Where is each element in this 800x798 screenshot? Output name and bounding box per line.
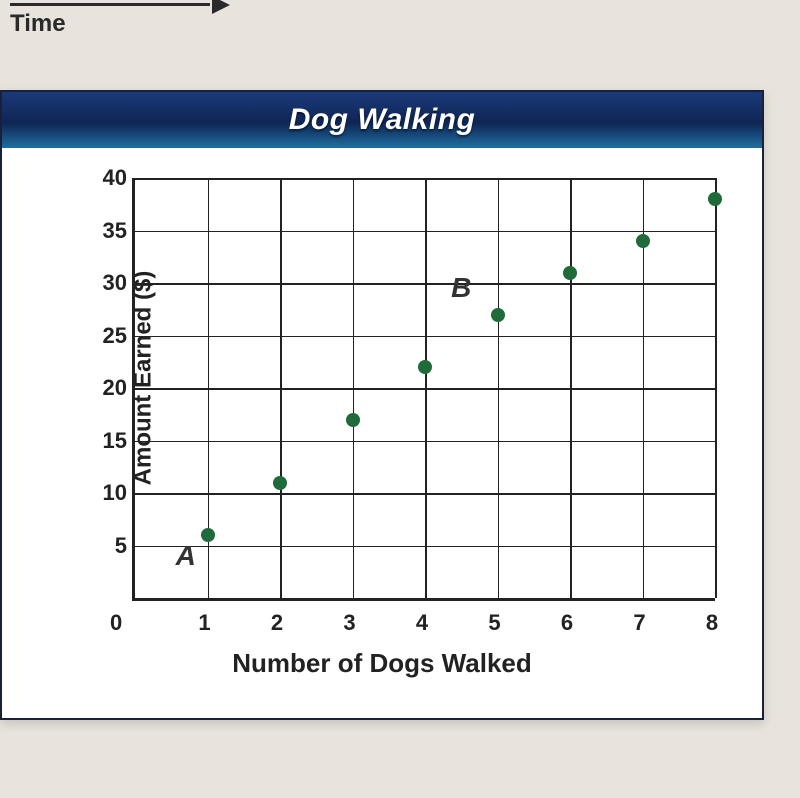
origin-label: 0 bbox=[110, 610, 122, 636]
data-point bbox=[636, 234, 650, 248]
data-point bbox=[418, 360, 432, 374]
page-root: Time Dog Walking Amount Earned ($) Numbe… bbox=[0, 0, 800, 798]
gridline-horizontal bbox=[135, 388, 715, 390]
x-tick-label: 7 bbox=[633, 610, 645, 636]
x-tick-label: 3 bbox=[343, 610, 355, 636]
y-tick-label: 5 bbox=[87, 533, 127, 559]
chart-card: Dog Walking Amount Earned ($) Number of … bbox=[0, 90, 764, 720]
y-tick-label: 40 bbox=[87, 165, 127, 191]
y-tick-label: 20 bbox=[87, 375, 127, 401]
gridline-horizontal bbox=[135, 441, 715, 443]
chart-title: Dog Walking bbox=[2, 92, 762, 148]
data-point bbox=[708, 192, 722, 206]
x-tick-label: 1 bbox=[198, 610, 210, 636]
point-annotation: B bbox=[451, 272, 471, 304]
y-tick-label: 15 bbox=[87, 428, 127, 454]
data-point bbox=[346, 413, 360, 427]
gridline-horizontal bbox=[135, 493, 715, 495]
gridline-horizontal bbox=[135, 546, 715, 548]
time-label: Time bbox=[10, 10, 66, 38]
data-point bbox=[201, 528, 215, 542]
y-tick-label: 35 bbox=[87, 218, 127, 244]
x-tick-label: 6 bbox=[561, 610, 573, 636]
gridline-horizontal bbox=[135, 178, 715, 180]
x-tick-label: 8 bbox=[706, 610, 718, 636]
gridline-vertical bbox=[715, 178, 717, 598]
y-tick-label: 10 bbox=[87, 480, 127, 506]
y-tick-label: 30 bbox=[87, 270, 127, 296]
time-axis-header: Time bbox=[10, 0, 230, 58]
x-tick-label: 5 bbox=[488, 610, 500, 636]
gridline-horizontal bbox=[135, 283, 715, 285]
data-point bbox=[563, 266, 577, 280]
point-annotation: A bbox=[176, 540, 196, 572]
data-point bbox=[273, 476, 287, 490]
time-arrow bbox=[10, 0, 230, 8]
x-tick-label: 4 bbox=[416, 610, 428, 636]
gridline-horizontal bbox=[135, 231, 715, 233]
plot-area: AB bbox=[132, 178, 715, 601]
x-axis-label: Number of Dogs Walked bbox=[2, 648, 762, 679]
gridline-horizontal bbox=[135, 336, 715, 338]
chart-body: Amount Earned ($) Number of Dogs Walked … bbox=[2, 148, 762, 718]
data-point bbox=[491, 308, 505, 322]
y-tick-label: 25 bbox=[87, 323, 127, 349]
x-tick-label: 2 bbox=[271, 610, 283, 636]
